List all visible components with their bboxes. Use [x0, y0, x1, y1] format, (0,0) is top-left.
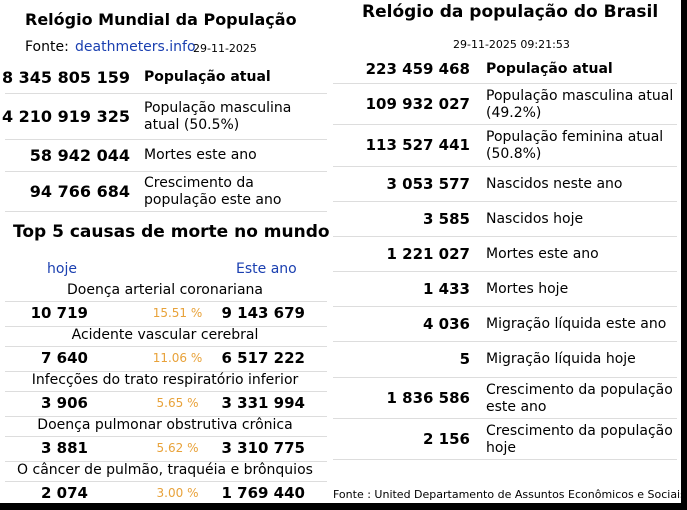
row-value: 1 221 027: [386, 244, 470, 263]
row-label: População masculina atual (50.5%): [144, 100, 292, 133]
row-label: Migração líquida este ano: [486, 315, 667, 332]
row-value: 4 210 919 325: [1, 107, 130, 126]
cause-divider: [5, 346, 327, 372]
cause-percent: 11.06 %: [152, 351, 203, 365]
row-divider: [5, 172, 327, 212]
row-divider: [333, 125, 677, 167]
row-label: Nascidos neste ano: [486, 175, 623, 192]
row-value: 109 932 027: [365, 94, 470, 113]
cause-percent: 3.00 %: [156, 486, 199, 500]
cause-year: 3 310 775: [221, 439, 305, 457]
row-value: 3 053 577: [386, 174, 470, 193]
row-divider: [5, 140, 327, 172]
row-divider: [333, 307, 677, 342]
row-value: 5: [459, 350, 470, 368]
row-value: 1 433: [423, 279, 470, 298]
row-label: População feminina atual (50.8%): [486, 129, 664, 162]
row-divider: [333, 167, 677, 202]
cause-divider: [5, 481, 327, 503]
row-divider: [5, 62, 327, 94]
cause-year: 1 769 440: [221, 484, 305, 502]
cause-divider: [5, 436, 327, 462]
cause-today: 3 906: [41, 394, 88, 412]
row-label: População masculina atual (49.2%): [486, 87, 674, 121]
row-label: População atual: [144, 69, 271, 85]
row-value: 2 156: [423, 429, 470, 448]
row-label: Mortes hoje: [486, 280, 569, 297]
row-divider: [5, 94, 327, 140]
row-label: Crescimento da população este ano: [144, 175, 282, 208]
row-value: 3 585: [423, 209, 470, 228]
row-label: Mortes este ano: [486, 245, 599, 262]
cause-name: Doença arterial coronariana: [67, 282, 263, 298]
row-label: Nascidos hoje: [486, 210, 584, 227]
row-value: 4 036: [423, 314, 470, 333]
cause-today: 10 719: [30, 304, 88, 322]
timestamp: 29-11-2025 09:21:53: [453, 38, 570, 51]
row-divider: [333, 237, 677, 272]
row-label: População atual: [486, 60, 613, 77]
cause-divider: [5, 391, 327, 417]
row-divider: [333, 419, 677, 460]
row-divider: [333, 84, 677, 125]
row-value: 1 836 586: [386, 388, 470, 407]
cause-name: Doença pulmonar obstrutiva crônica: [37, 417, 293, 433]
cause-year: 6 517 222: [221, 349, 305, 367]
cause-year: 9 143 679: [221, 304, 305, 322]
row-value: 8 345 805 159: [1, 68, 130, 87]
cause-percent: 15.51 %: [152, 306, 203, 320]
row-value: 113 527 441: [365, 136, 470, 154]
row-label: Migração líquida hoje: [486, 351, 636, 367]
row-divider: [333, 378, 677, 419]
col-year: Este ano: [236, 261, 297, 277]
date: 29-11-2025: [193, 42, 257, 55]
row-value: 94 766 684: [29, 182, 130, 201]
cause-name: Acidente vascular cerebral: [71, 327, 259, 343]
row-label: Mortes este ano: [144, 147, 257, 163]
row-divider: [333, 272, 677, 307]
row-label: Crescimento da população este ano: [486, 381, 673, 415]
cause-today: 7 640: [41, 349, 88, 367]
source-label: Fonte:: [25, 39, 69, 55]
row-divider: [333, 202, 677, 237]
cause-today: 2 074: [41, 484, 88, 502]
row-value: 58 942 044: [29, 146, 130, 165]
cause-today: 3 881: [41, 439, 88, 457]
row-divider: [333, 342, 677, 378]
causes-title: Top 5 causas de morte no mundo: [13, 222, 330, 242]
world-title: Relógio Mundial da População: [25, 10, 297, 29]
cause-name: O câncer de pulmão, traquéia e brônquios: [17, 462, 313, 478]
cause-year: 3 331 994: [221, 394, 305, 412]
row-label: Crescimento da população hoje: [486, 422, 673, 456]
cause-percent: 5.65 %: [156, 396, 199, 410]
footer: Fonte : United Departamento de Assuntos …: [333, 488, 686, 501]
cause-divider: [5, 301, 327, 327]
cause-percent: 5.62 %: [156, 441, 199, 455]
cause-name: Infecções do trato respiratório inferior: [31, 372, 299, 388]
row-value: 223 459 468: [365, 59, 470, 78]
brazil-title: Relógio da população do Brasil: [362, 2, 659, 22]
row-divider: [333, 55, 677, 84]
source-link[interactable]: deathmeters.info: [75, 39, 196, 55]
col-today: hoje: [47, 261, 77, 277]
